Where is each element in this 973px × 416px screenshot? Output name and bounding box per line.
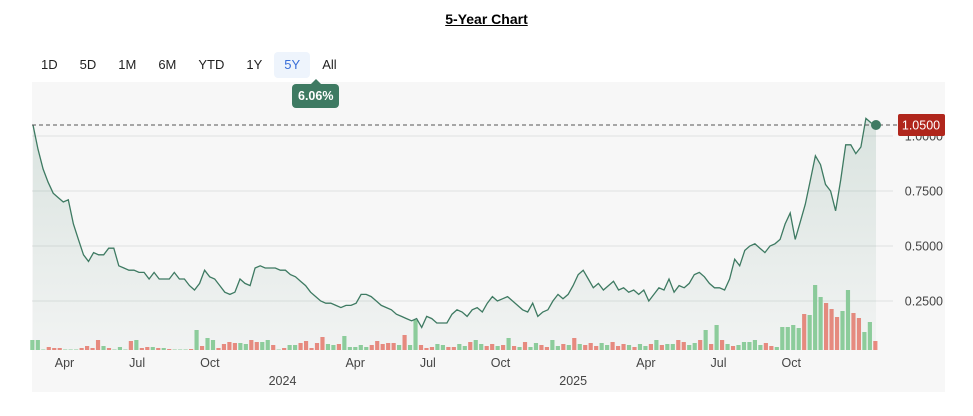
tab-1m[interactable]: 1M [118,57,137,72]
x-tick-label: Jul [129,356,145,370]
tab-ytd[interactable]: YTD [198,57,225,72]
tab-1y[interactable]: 1Y [246,57,263,72]
chart-title: 5-Year Chart [445,11,528,27]
tab-5d[interactable]: 5D [79,57,97,72]
tab-all[interactable]: All [322,57,337,72]
tab-1d[interactable]: 1D [41,57,58,72]
x-tick-label: Apr [636,356,655,370]
volume-bar-up [30,340,35,350]
y-tick-label: 0.5000 [905,240,943,254]
x-tick-label: Oct [781,356,801,370]
x-tick-label: 2024 [269,374,297,388]
range-tabs: 1D 5D 1M 6M YTD 1Y 5Y All [31,52,349,78]
last-price-box [898,114,945,136]
price-area [33,118,876,351]
tab-6m[interactable]: 6M [158,57,177,72]
change-badge: 6.06% [292,79,340,108]
tab-5y[interactable]: 5Y [274,52,311,78]
x-tick-label: Apr [55,356,74,370]
price-line [32,117,877,329]
y-tick-label: 0.2500 [905,295,943,309]
last-price-dot [871,120,881,130]
x-tick-label: 2025 [559,374,587,388]
y-tick-label: 0.7500 [905,185,943,199]
x-tick-label: Oct [491,356,511,370]
x-tick-label: Oct [200,356,220,370]
last-price-label: 1.0500 [902,119,940,133]
x-tick-label: Apr [345,356,364,370]
x-tick-label: Jul [420,356,436,370]
x-tick-label: Jul [711,356,727,370]
